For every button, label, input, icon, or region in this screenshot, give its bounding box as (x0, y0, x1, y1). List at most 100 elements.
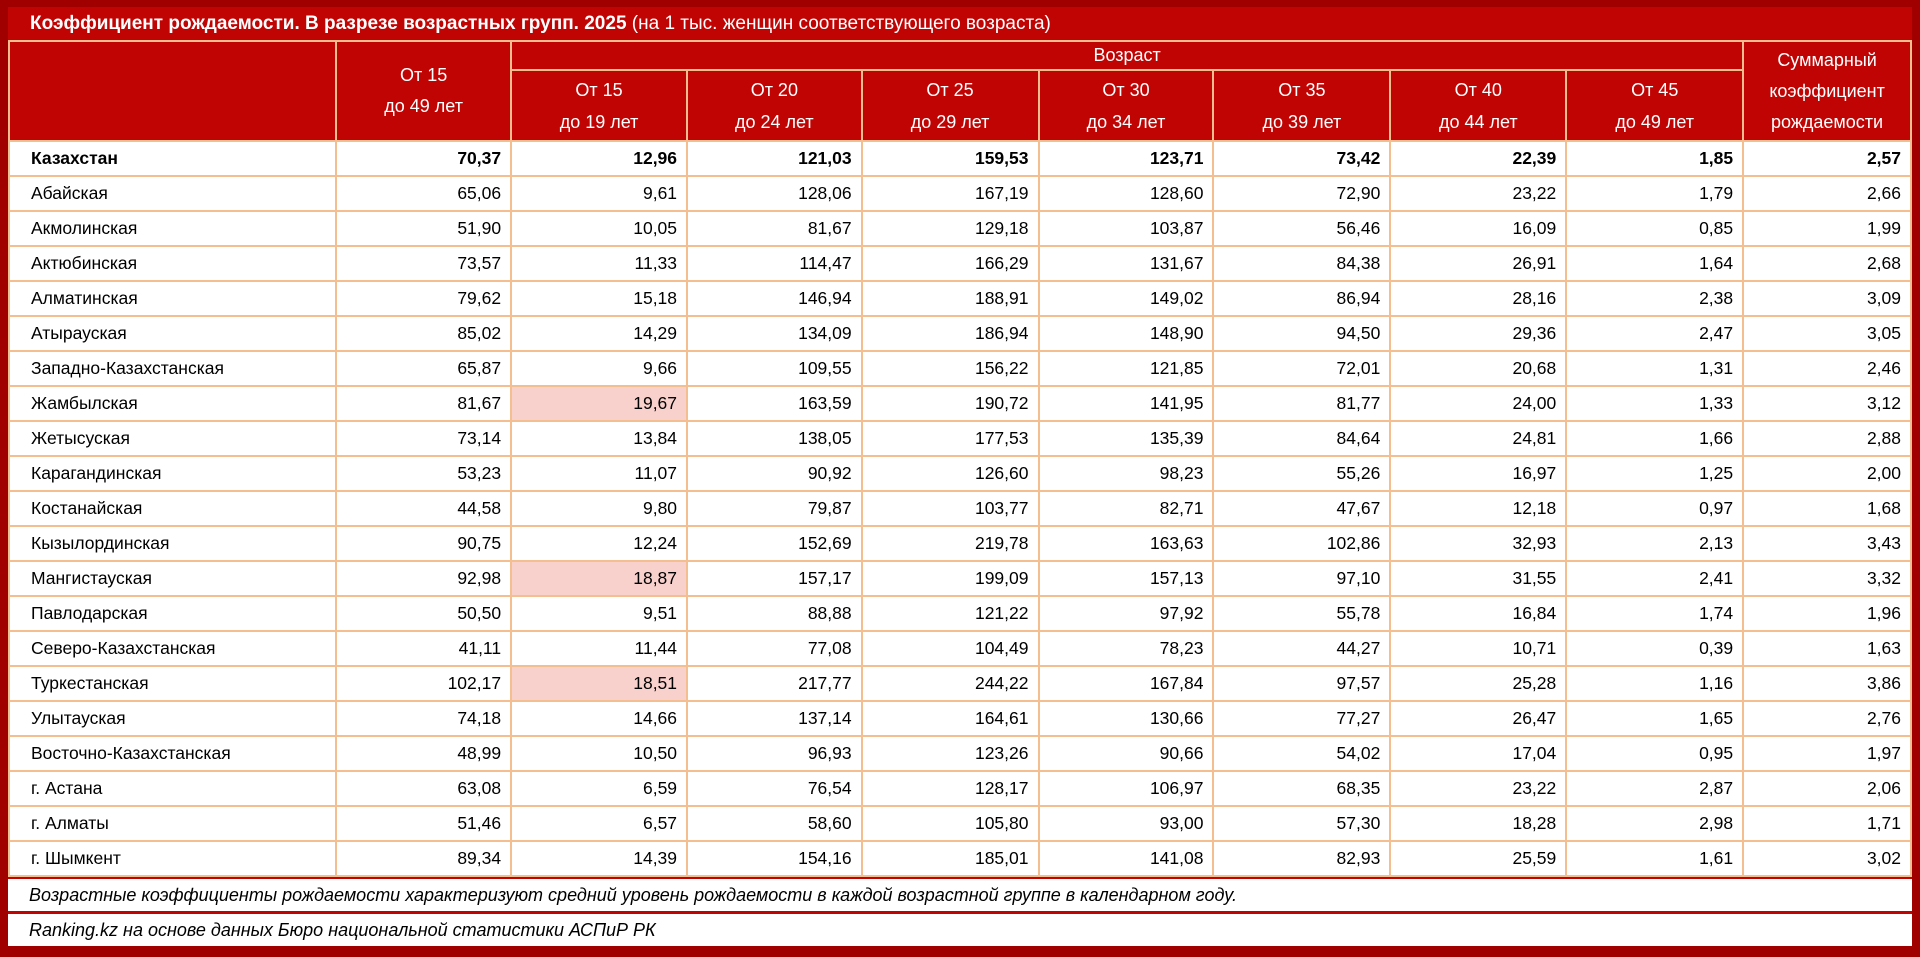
value-cell: 31,55 (1389, 560, 1568, 597)
value-cell: 82,71 (1037, 490, 1215, 527)
value-cell: 77,27 (1212, 700, 1392, 737)
value-cell: 164,61 (860, 700, 1040, 737)
value-cell: 146,94 (686, 280, 863, 317)
value-cell: 166,29 (860, 245, 1040, 282)
value-cell: 106,97 (1037, 770, 1215, 807)
value-cell: 88,88 (686, 595, 863, 632)
value-cell: 9,51 (510, 595, 689, 632)
value-cell: 84,64 (1212, 420, 1392, 457)
value-cell: 89,34 (335, 840, 513, 877)
value-cell: 25,59 (1389, 840, 1568, 877)
value-cell: 1,97 (1742, 735, 1912, 772)
value-cell: 3,05 (1742, 315, 1912, 352)
region-column-header-empty (7, 40, 338, 142)
value-cell: 157,17 (686, 560, 863, 597)
value-cell: 3,09 (1742, 280, 1912, 317)
value-cell: 3,32 (1742, 560, 1912, 597)
value-cell: 93,00 (1037, 805, 1215, 842)
col-header-age-25-29: От 25 до 29 лет (860, 69, 1040, 142)
value-cell: 9,80 (510, 490, 689, 527)
value-cell: 72,01 (1212, 350, 1392, 387)
value-cell: 1,16 (1565, 665, 1745, 702)
region-cell: Алматинская (7, 280, 338, 317)
col-header-age-40-44: От 40 до 44 лет (1389, 69, 1568, 142)
value-cell: 85,02 (335, 315, 513, 352)
value-cell: 84,38 (1212, 245, 1392, 282)
col-header-tfr-line1: Суммарный (1777, 49, 1877, 70)
value-cell: 73,14 (335, 420, 513, 457)
region-cell: г. Шымкент (7, 840, 338, 877)
value-cell: 16,97 (1389, 455, 1568, 492)
value-cell: 12,18 (1389, 490, 1568, 527)
region-cell: Актюбинская (7, 245, 338, 282)
value-cell: 90,75 (335, 525, 513, 562)
value-cell: 2,68 (1742, 245, 1912, 282)
table-row: г. Астана 63,08 6,59 76,54 128,17 106,97 68,35… (7, 770, 1912, 807)
region-cell: г. Алматы (7, 805, 338, 842)
region-cell: Карагандинская (7, 455, 338, 492)
page-title-note: (на 1 тыс. женщин соответствующего возра… (626, 13, 1051, 34)
value-cell: 128,17 (860, 770, 1040, 807)
value-cell: 126,60 (860, 455, 1040, 492)
value-cell: 77,08 (686, 630, 863, 667)
footnote-definition: Возрастные коэффициенты рождаемости хара… (8, 877, 1912, 914)
value-cell: 10,05 (510, 210, 689, 247)
value-cell-highlighted: 18,87 (510, 560, 689, 597)
value-cell: 32,93 (1389, 525, 1568, 562)
value-cell: 53,23 (335, 455, 513, 492)
value-cell: 17,04 (1389, 735, 1568, 772)
value-cell: 130,66 (1037, 700, 1215, 737)
value-cell: 123,26 (860, 735, 1040, 772)
value-cell: 159,53 (860, 140, 1040, 177)
value-cell: 76,54 (686, 770, 863, 807)
value-cell: 141,95 (1037, 385, 1215, 422)
value-cell: 97,92 (1037, 595, 1215, 632)
value-cell: 98,23 (1037, 455, 1215, 492)
col-header-tfr: Суммарный коэффициент рождаемости (1742, 40, 1912, 142)
region-cell: Мангистауская (7, 560, 338, 597)
value-cell: 13,84 (510, 420, 689, 457)
table-row: Западно-Казахстанская 65,87 9,66 109,55 156,… (7, 350, 1912, 387)
value-cell: 1,96 (1742, 595, 1912, 632)
value-cell: 63,08 (335, 770, 513, 807)
value-cell: 16,84 (1389, 595, 1568, 632)
value-cell: 102,86 (1212, 525, 1392, 562)
value-cell: 74,18 (335, 700, 513, 737)
region-cell: Туркестанская (7, 665, 338, 702)
value-cell: 2,98 (1565, 805, 1745, 842)
value-cell: 186,94 (860, 315, 1040, 352)
value-cell: 10,71 (1389, 630, 1568, 667)
region-cell: Павлодарская (7, 595, 338, 632)
page-title: Коэффициент рождаемости. В разрезе возра… (8, 7, 1912, 40)
table-row: Казахстан 70,37 12,96 121,03 159,53 123,71 73,… (7, 140, 1912, 177)
value-cell: 44,27 (1212, 630, 1392, 667)
value-cell: 58,60 (686, 805, 863, 842)
value-cell: 188,91 (860, 280, 1040, 317)
value-cell-highlighted: 18,51 (510, 665, 689, 702)
footnote-source: Ranking.kz на основе данных Бюро национа… (8, 914, 1912, 946)
value-cell: 114,47 (686, 245, 863, 282)
value-cell: 137,14 (686, 700, 863, 737)
value-cell: 11,33 (510, 245, 689, 282)
col-header-age-45-49: От 45 до 49 лет (1565, 69, 1745, 142)
value-cell: 23,22 (1389, 175, 1568, 212)
value-cell: 1,74 (1565, 595, 1745, 632)
value-cell: 3,86 (1742, 665, 1912, 702)
value-cell: 20,68 (1389, 350, 1568, 387)
value-cell: 16,09 (1389, 210, 1568, 247)
value-cell: 199,09 (860, 560, 1040, 597)
value-cell: 9,66 (510, 350, 689, 387)
value-cell: 70,37 (335, 140, 513, 177)
table-row: Алматинская 79,62 15,18 146,94 188,91 149,02 8… (7, 280, 1912, 317)
value-cell: 92,98 (335, 560, 513, 597)
value-cell: 15,18 (510, 280, 689, 317)
value-cell: 2,41 (1565, 560, 1745, 597)
col-header-total-line1: От 15 (399, 65, 448, 85)
value-cell: 157,13 (1037, 560, 1215, 597)
value-cell: 3,12 (1742, 385, 1912, 422)
table-row: Туркестанская 102,17 18,51 217,77 244,22 167,… (7, 665, 1912, 702)
value-cell: 141,08 (1037, 840, 1215, 877)
value-cell: 244,22 (860, 665, 1040, 702)
region-cell: Жетысуская (7, 420, 338, 457)
